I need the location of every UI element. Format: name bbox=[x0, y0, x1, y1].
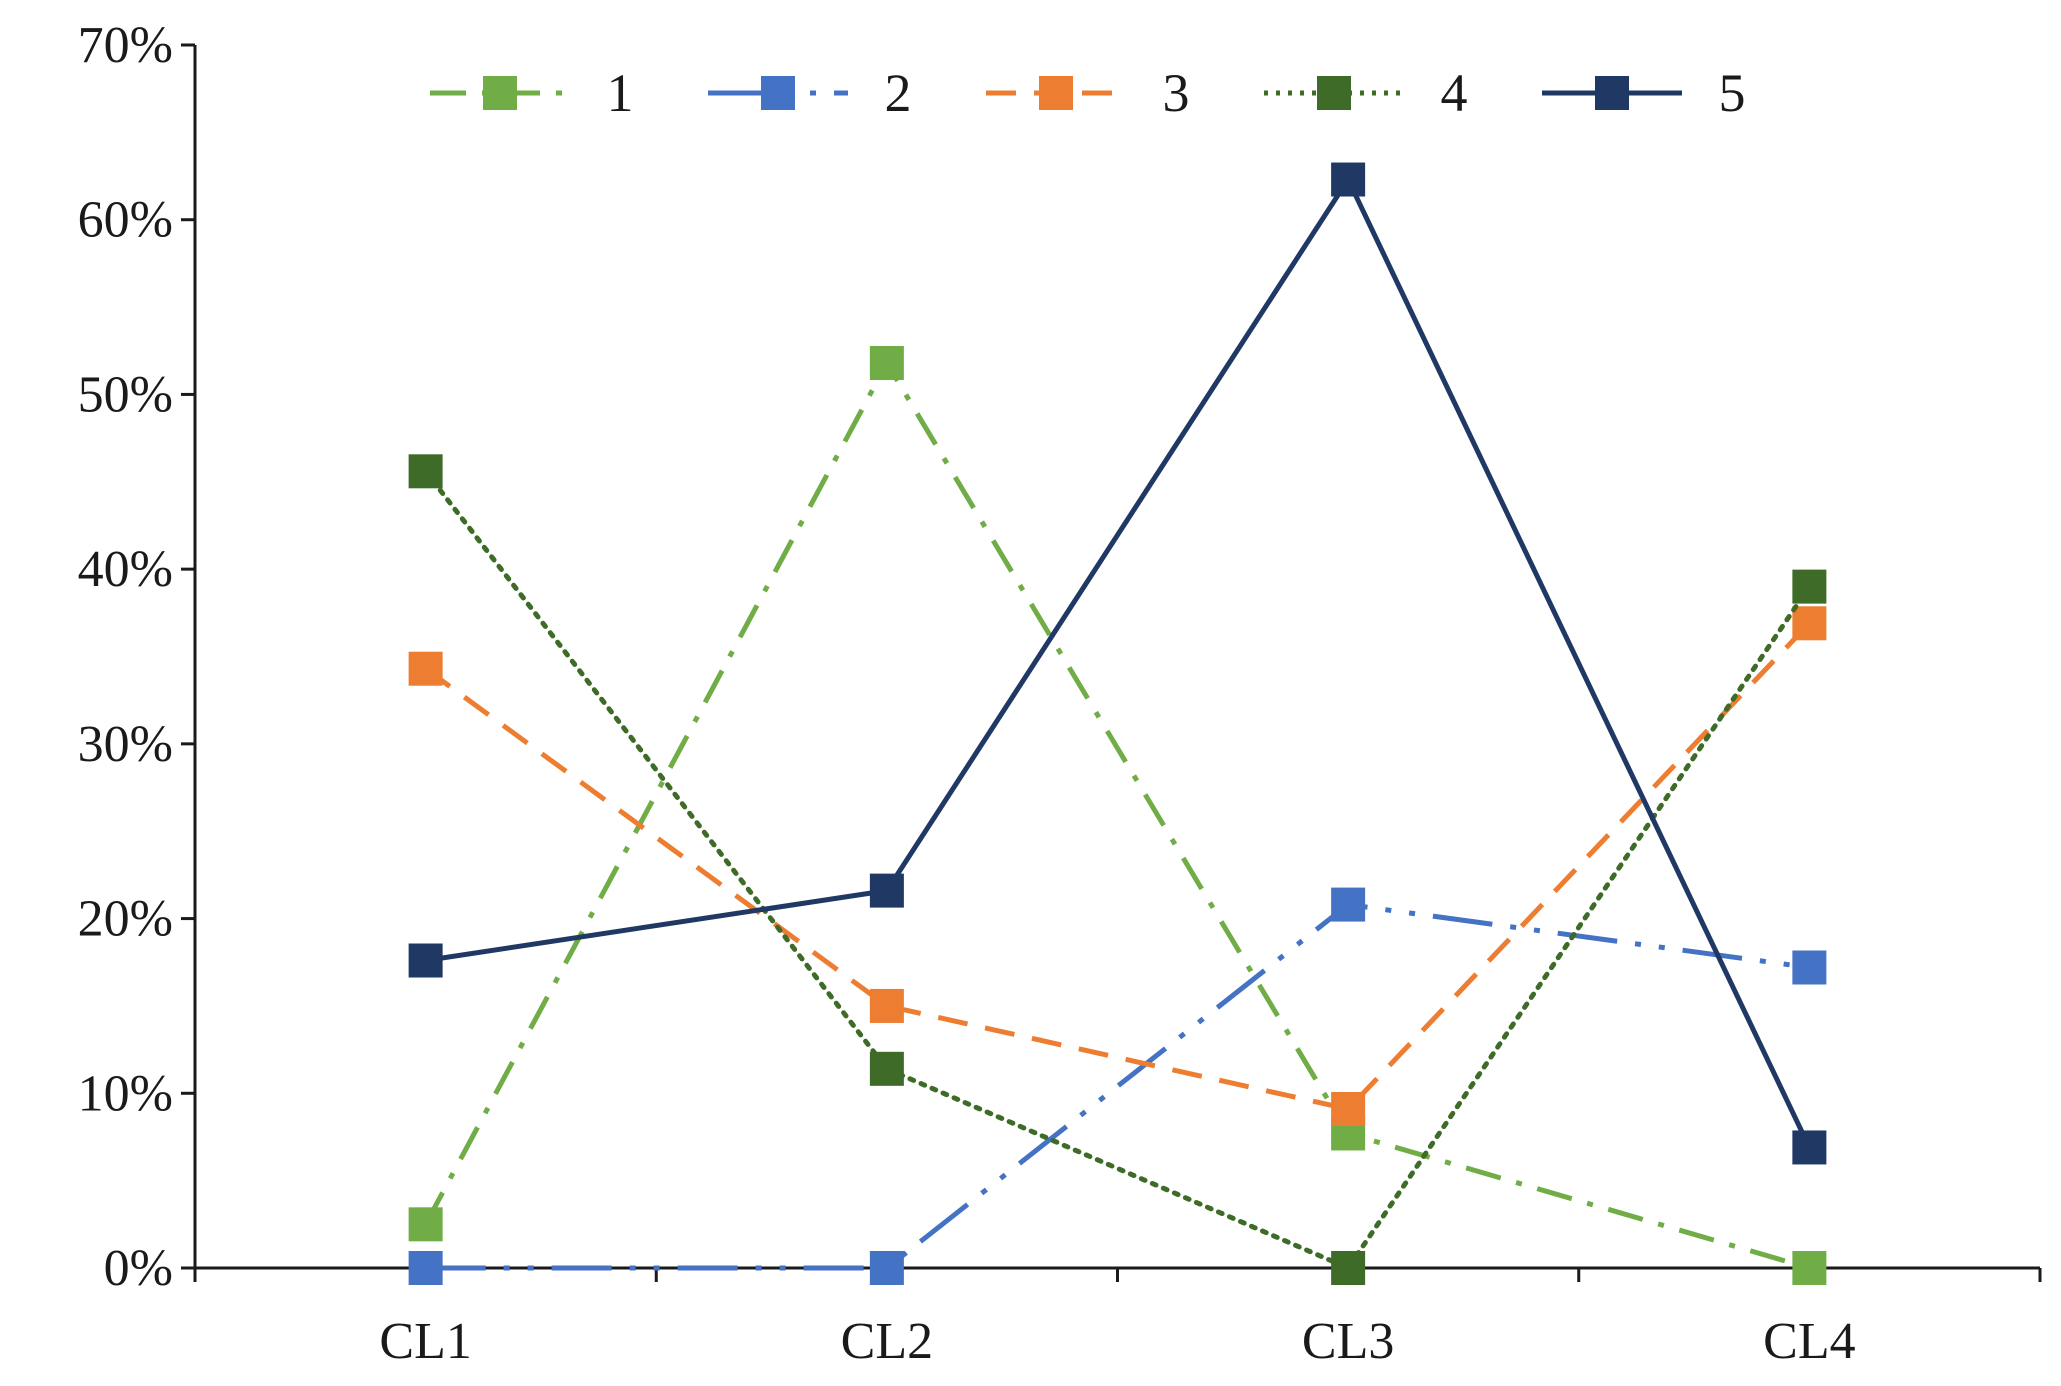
data-point bbox=[408, 1251, 443, 1285]
y-tick-label: 30% bbox=[78, 716, 173, 773]
data-point bbox=[1331, 162, 1366, 197]
x-tick-label: CL2 bbox=[841, 1313, 933, 1370]
legend-label: 2 bbox=[885, 63, 912, 123]
data-point bbox=[408, 943, 443, 978]
legend-marker bbox=[483, 76, 517, 110]
legend-label: 5 bbox=[1719, 63, 1746, 123]
data-point bbox=[408, 1207, 443, 1242]
legend-entry: 3 bbox=[986, 63, 1190, 123]
y-tick-label: 50% bbox=[78, 366, 173, 423]
series-2 bbox=[408, 887, 1827, 1285]
data-point bbox=[869, 873, 904, 908]
data-point bbox=[1331, 1251, 1366, 1285]
legend-entry: 4 bbox=[1264, 63, 1468, 123]
series-line bbox=[425, 177, 1812, 1149]
data-point bbox=[869, 1051, 904, 1086]
y-tick-label: 10% bbox=[78, 1065, 173, 1122]
data-point bbox=[1331, 887, 1366, 922]
series-line bbox=[424, 621, 1812, 1112]
series-3 bbox=[408, 606, 1827, 1127]
x-tick-label: CL3 bbox=[1302, 1313, 1394, 1370]
series-layer bbox=[408, 162, 1827, 1285]
legend-label: 4 bbox=[1441, 63, 1468, 123]
legend-marker bbox=[1595, 76, 1629, 110]
y-tick-label: 60% bbox=[78, 192, 173, 249]
legend-entry: 1 bbox=[430, 63, 634, 123]
series-line bbox=[423, 360, 1811, 1271]
axes: 0% 10% 20% 30% 40% 50% 60% 70% CL1 CL2 CL3 CL4 bbox=[78, 17, 2042, 1370]
legend-entry: 5 bbox=[1542, 63, 1746, 123]
data-point bbox=[1792, 569, 1827, 604]
series-5 bbox=[408, 162, 1827, 1165]
data-point bbox=[1792, 1130, 1827, 1165]
y-tick-label: 70% bbox=[78, 17, 173, 74]
x-tick-label: CL1 bbox=[379, 1313, 471, 1370]
legend-entry: 2 bbox=[708, 63, 912, 123]
legend-marker bbox=[761, 76, 795, 110]
legend: 1 2 3 4 5 bbox=[430, 63, 1746, 123]
y-tick-label: 20% bbox=[78, 891, 173, 948]
series-line bbox=[425, 902, 1810, 1271]
data-point bbox=[1331, 1092, 1366, 1127]
data-point bbox=[1792, 1251, 1827, 1285]
legend-marker bbox=[1317, 76, 1351, 110]
series-line bbox=[423, 468, 1812, 1271]
data-point bbox=[408, 454, 443, 489]
legend-label: 1 bbox=[607, 63, 634, 123]
y-tick-label: 40% bbox=[78, 541, 173, 598]
data-point bbox=[1792, 950, 1827, 985]
series-4 bbox=[408, 454, 1827, 1285]
data-point bbox=[869, 345, 904, 380]
legend-marker bbox=[1039, 76, 1073, 110]
data-point bbox=[408, 651, 443, 686]
y-tick-label: 0% bbox=[104, 1240, 173, 1297]
data-point bbox=[1792, 606, 1827, 641]
legend-label: 3 bbox=[1163, 63, 1190, 123]
data-point bbox=[869, 1251, 904, 1285]
x-tick-label: CL4 bbox=[1763, 1313, 1855, 1370]
data-point bbox=[869, 988, 904, 1023]
series-1 bbox=[408, 345, 1827, 1285]
